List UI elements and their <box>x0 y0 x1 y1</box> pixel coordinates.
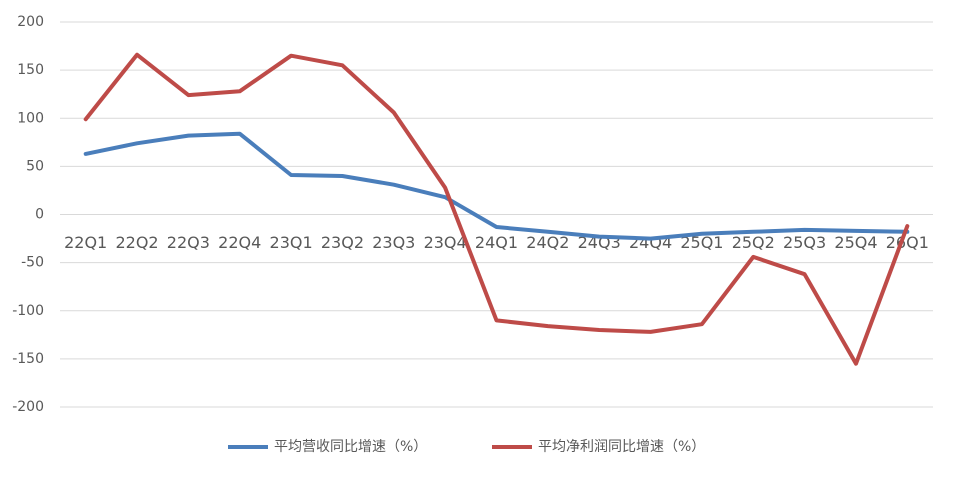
x-tick-label: 25Q2 <box>732 233 775 252</box>
x-tick-label: 22Q2 <box>115 233 158 252</box>
x-tick-label: 23Q1 <box>270 233 313 252</box>
y-tick-label: 150 <box>17 62 44 78</box>
y-tick-label: -50 <box>21 255 44 271</box>
y-tick-label: 200 <box>17 14 44 30</box>
legend-label: 平均营收同比增速（%） <box>274 439 427 455</box>
x-tick-label: 23Q4 <box>424 233 467 252</box>
legend-label: 平均净利润同比增速（%） <box>538 439 705 455</box>
data-line <box>83 131 910 241</box>
y-tick-label: 50 <box>26 158 44 174</box>
x-tick-label: 24Q2 <box>526 233 569 252</box>
x-tick-label: 22Q3 <box>167 233 210 252</box>
y-tick-label: -150 <box>12 351 44 367</box>
x-tick-label: 25Q3 <box>783 233 826 252</box>
x-tick-label: 26Q1 <box>886 233 929 252</box>
x-tick-label: 25Q1 <box>680 233 723 252</box>
y-tick-label: -200 <box>12 399 44 415</box>
x-tick-label: 23Q2 <box>321 233 364 252</box>
x-tick-label: 25Q4 <box>834 233 877 252</box>
x-tick-label: 24Q1 <box>475 233 518 252</box>
x-tick-label: 22Q1 <box>64 233 107 252</box>
y-tick-label: 0 <box>35 207 44 223</box>
x-tick-label: 23Q3 <box>372 233 415 252</box>
x-tick-label: 22Q4 <box>218 233 261 252</box>
y-tick-label: 100 <box>17 110 44 126</box>
y-tick-label: -100 <box>12 303 44 319</box>
data-line <box>83 52 910 366</box>
